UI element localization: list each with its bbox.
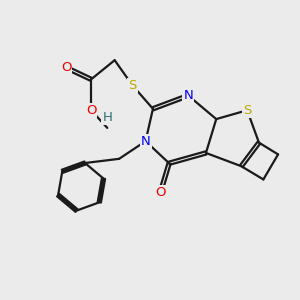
Text: O: O (61, 61, 71, 74)
Text: O: O (155, 186, 166, 199)
Text: N: N (141, 135, 151, 148)
Text: S: S (128, 79, 136, 92)
Text: S: S (243, 104, 251, 117)
Text: H: H (102, 111, 112, 124)
Text: O: O (86, 104, 96, 117)
Text: N: N (183, 89, 193, 102)
